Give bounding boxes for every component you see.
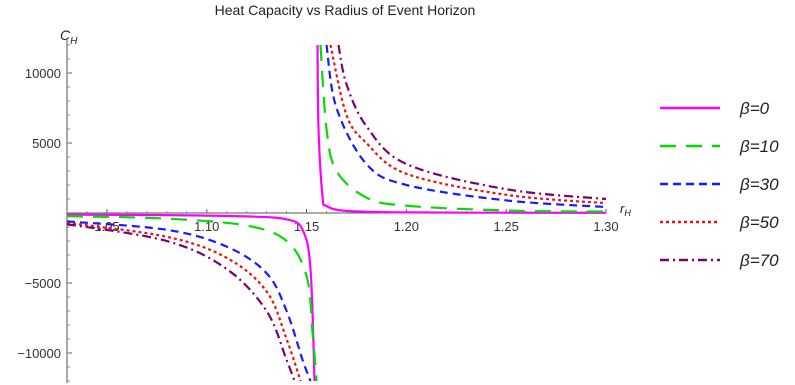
y-tick-label: −10000 [17,346,61,361]
svg-text:CH: CH [60,27,78,47]
legend-label-3: β=30 [739,175,779,194]
series-line-5-lower-branch [67,223,296,382]
x-tick-label: 1.10 [194,219,219,234]
legend-label-2: β=10 [739,137,779,156]
x-axis-label-main: r [620,201,625,216]
series-line-4-lower-branch [67,221,302,382]
series-line-3-upper-branch [325,45,607,209]
plot-area [67,45,607,382]
x-tick-label: 1.15 [294,219,319,234]
legend-label-5: β=70 [739,251,779,270]
legend-label-1: β=0 [739,99,770,118]
y-tick-label: 10000 [25,66,61,81]
y-axis-label: CH [60,27,78,47]
legend-label-4: β=50 [739,213,779,232]
series-line-2-upper-branch [319,45,607,213]
series-line-2-lower-branch [67,215,318,382]
y-axis-label-main: C [60,27,71,43]
series-line-1-upper-branch [316,45,607,214]
legend: β=0 β=10 β=30 β=50 β=70 [660,99,779,270]
series-line-3-lower-branch [67,220,312,382]
series-line-1-lower-branch [67,213,316,382]
series-line-4-upper-branch [329,45,607,205]
y-tick-label: −5000 [24,276,61,291]
y-tick-label: 5000 [32,136,61,151]
x-axis-label-sub: H [624,208,631,218]
series-line-5-upper-branch [337,45,607,201]
x-tick-label: 1.30 [593,219,618,234]
svg-text:rH: rH [620,201,631,218]
chart-title: Heat Capacity vs Radius of Event Horizon [215,2,476,18]
x-tick-label: 1.25 [494,219,519,234]
y-axis-label-sub: H [70,36,78,47]
x-tick-label: 1.20 [394,219,419,234]
x-axis-label: rH [620,201,631,218]
